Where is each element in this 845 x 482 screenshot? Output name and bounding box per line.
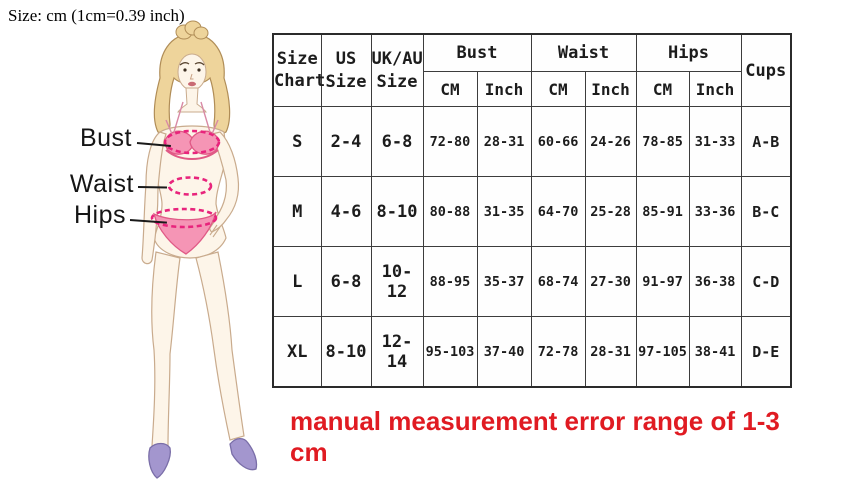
header-hips: Hips xyxy=(635,33,742,72)
model-sketch xyxy=(141,20,258,479)
cell-ukau: 12-14 xyxy=(370,316,424,388)
header-us-size: US Size xyxy=(320,33,372,107)
table-row-xl: XL 8-10 12-14 95-103 37-40 72-78 28-31 9… xyxy=(272,316,792,388)
cell-bust-inch: 37-40 xyxy=(476,316,532,388)
bust-label: Bust xyxy=(79,124,132,152)
cell-hips-inch: 36-38 xyxy=(688,246,742,317)
cell-cups: B-C xyxy=(740,176,792,247)
cell-hips-inch: 33-36 xyxy=(688,176,742,247)
unit-note: Size: cm (1cm=0.39 inch) xyxy=(8,6,185,25)
cell-cups: A-B xyxy=(740,106,792,177)
table-row-l: L 6-8 10-12 88-95 35-37 68-74 27-30 91-9… xyxy=(272,246,792,317)
cell-bust-inch: 31-35 xyxy=(476,176,532,247)
header-bust-inch: Inch xyxy=(476,71,532,107)
header-bust: Bust xyxy=(422,33,532,72)
cell-waist-inch: 28-31 xyxy=(584,316,637,388)
cell-ukau: 10-12 xyxy=(370,246,424,317)
cell-us: 8-10 xyxy=(320,316,372,388)
hips-label: Hips xyxy=(73,201,126,229)
cell-bust-cm: 72-80 xyxy=(422,106,478,177)
cell-hips-cm: 85-91 xyxy=(635,176,690,247)
header-size-chart-line1: Size xyxy=(276,49,318,70)
shoes xyxy=(148,437,258,479)
header-waist-cm: CM xyxy=(530,71,586,107)
cell-hips-inch: 31-33 xyxy=(688,106,742,177)
waist-measure-ellipse xyxy=(167,176,213,196)
cell-hips-cm: 97-105 xyxy=(635,316,690,388)
header-us-line2: Size xyxy=(325,71,367,92)
table-row-s: S 2-4 6-8 72-80 28-31 60-66 24-26 78-85 … xyxy=(272,106,792,177)
header-ukau-line1: UK/AU xyxy=(371,49,423,70)
header-size-chart: Size Chart xyxy=(272,33,326,107)
cell-us: 6-8 xyxy=(320,246,372,317)
cell-waist-inch: 27-30 xyxy=(584,246,637,317)
legs xyxy=(151,251,245,447)
table-row-m: M 4-6 8-10 80-88 31-35 64-70 25-28 85-91… xyxy=(272,176,792,247)
header-hips-inch: Inch xyxy=(688,71,742,107)
cell-hips-cm: 91-97 xyxy=(635,246,690,317)
header-hips-cm: CM xyxy=(635,71,690,107)
left-arm xyxy=(141,131,167,265)
cell-bust-inch: 28-31 xyxy=(476,106,532,177)
bikini-bottom xyxy=(153,211,217,255)
cell-cups: D-E xyxy=(740,316,792,388)
cell-bust-inch: 35-37 xyxy=(476,246,532,317)
cell-hips-inch: 38-41 xyxy=(688,316,742,388)
cell-waist-cm: 72-78 xyxy=(530,316,586,388)
bust-measure-ellipse xyxy=(163,129,221,155)
waist-label: Waist xyxy=(69,170,134,198)
header-bust-cm: CM xyxy=(422,71,478,107)
cell-size: M xyxy=(272,176,322,247)
cell-ukau: 6-8 xyxy=(370,106,424,177)
cell-bust-cm: 80-88 xyxy=(422,176,478,247)
cell-ukau: 8-10 xyxy=(370,176,424,247)
cell-size: L xyxy=(272,246,322,317)
header-ukau-size: UK/AU Size xyxy=(370,33,424,107)
cell-waist-cm: 64-70 xyxy=(530,176,586,247)
header-cups: Cups xyxy=(740,33,792,107)
cell-waist-inch: 24-26 xyxy=(584,106,637,177)
size-table: Size Chart US Size UK/AU Size Bust Waist… xyxy=(272,33,793,388)
cell-waist-cm: 60-66 xyxy=(530,106,586,177)
cell-cups: C-D xyxy=(740,246,792,317)
hips-measure-ellipse xyxy=(150,207,218,229)
header-us-line1: US xyxy=(335,49,357,70)
header-waist-inch: Inch xyxy=(584,71,637,107)
header-size-chart-line2: Chart xyxy=(274,70,326,91)
cell-waist-cm: 68-74 xyxy=(530,246,586,317)
measurement-error-note: manual measurement error range of 1-3 cm xyxy=(290,406,780,467)
cell-us: 4-6 xyxy=(320,176,372,247)
cell-size: XL xyxy=(272,316,322,388)
cell-bust-cm: 88-95 xyxy=(422,246,478,317)
cell-size: S xyxy=(272,106,322,177)
header-ukau-line2: Size xyxy=(376,71,418,92)
header-waist: Waist xyxy=(530,33,637,72)
face xyxy=(177,53,207,113)
cell-waist-inch: 25-28 xyxy=(584,176,637,247)
cell-us: 2-4 xyxy=(320,106,372,177)
cell-hips-cm: 78-85 xyxy=(635,106,690,177)
cell-bust-cm: 95-103 xyxy=(422,316,478,388)
